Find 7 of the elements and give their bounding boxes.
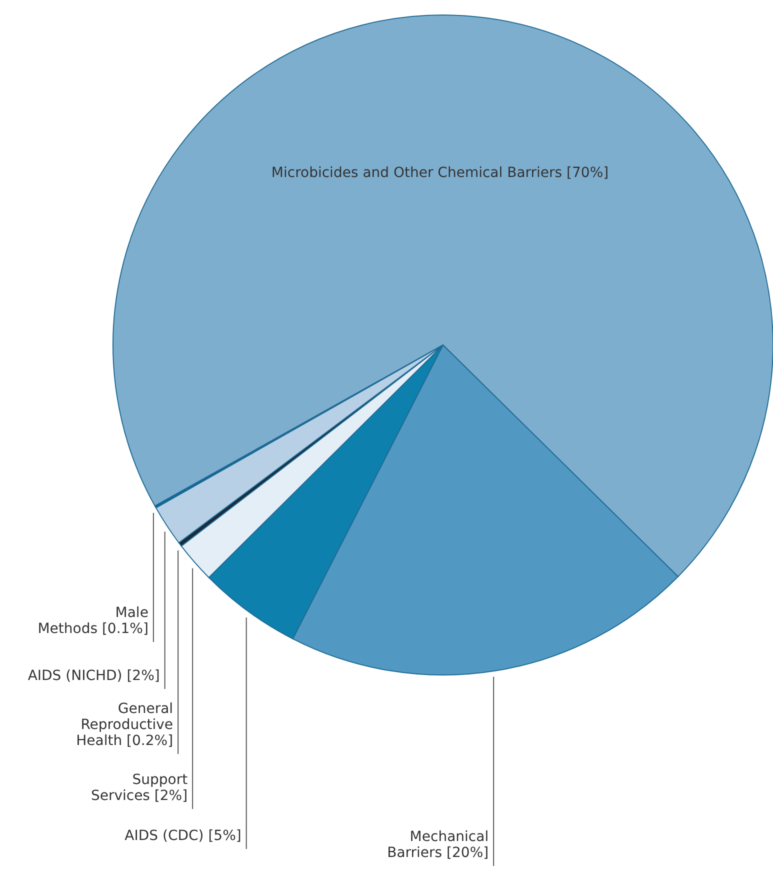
slice-label: Male Methods [0.1%] (38, 605, 148, 637)
slice-label: Support Services [2%] (90, 772, 188, 804)
slice-label: Microbicides and Other Chemical Barriers [70%] (271, 165, 609, 181)
slice-label: AIDS (CDC) [5%] (124, 828, 242, 844)
slice-label: AIDS (NICHD) [2%] (28, 668, 160, 684)
slice-label: Mechanical Barriers [20%] (387, 829, 489, 861)
slice-label: General Reproductive Health [0.2%] (76, 701, 174, 749)
